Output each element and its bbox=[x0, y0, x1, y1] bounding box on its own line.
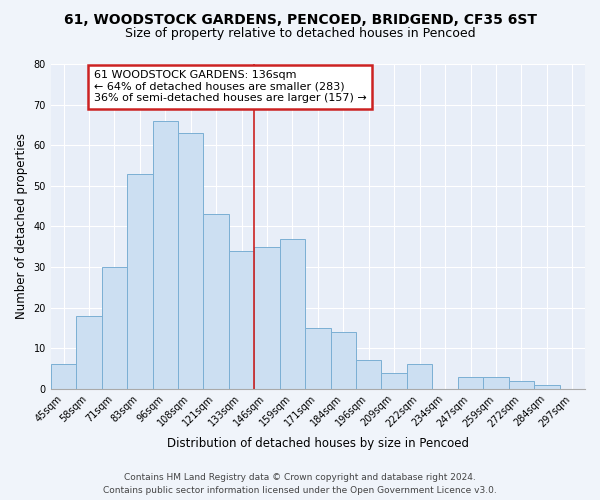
Text: Size of property relative to detached houses in Pencoed: Size of property relative to detached ho… bbox=[125, 28, 475, 40]
X-axis label: Distribution of detached houses by size in Pencoed: Distribution of detached houses by size … bbox=[167, 437, 469, 450]
Bar bbox=[203, 214, 229, 389]
Bar bbox=[178, 133, 203, 389]
Text: Contains HM Land Registry data © Crown copyright and database right 2024.
Contai: Contains HM Land Registry data © Crown c… bbox=[103, 473, 497, 495]
Text: 61, WOODSTOCK GARDENS, PENCOED, BRIDGEND, CF35 6ST: 61, WOODSTOCK GARDENS, PENCOED, BRIDGEND… bbox=[64, 12, 536, 26]
Bar bbox=[127, 174, 152, 389]
Bar bbox=[458, 376, 483, 389]
Bar bbox=[305, 328, 331, 389]
Bar bbox=[280, 238, 305, 389]
Bar bbox=[254, 246, 280, 389]
Bar bbox=[51, 364, 76, 389]
Bar bbox=[331, 332, 356, 389]
Y-axis label: Number of detached properties: Number of detached properties bbox=[15, 134, 28, 320]
Bar bbox=[509, 380, 534, 389]
Bar bbox=[382, 372, 407, 389]
Bar bbox=[483, 376, 509, 389]
Text: 61 WOODSTOCK GARDENS: 136sqm
← 64% of detached houses are smaller (283)
36% of s: 61 WOODSTOCK GARDENS: 136sqm ← 64% of de… bbox=[94, 70, 367, 103]
Bar bbox=[356, 360, 382, 389]
Bar bbox=[101, 267, 127, 389]
Bar bbox=[76, 316, 101, 389]
Bar bbox=[407, 364, 433, 389]
Bar bbox=[152, 121, 178, 389]
Bar bbox=[534, 384, 560, 389]
Bar bbox=[229, 251, 254, 389]
